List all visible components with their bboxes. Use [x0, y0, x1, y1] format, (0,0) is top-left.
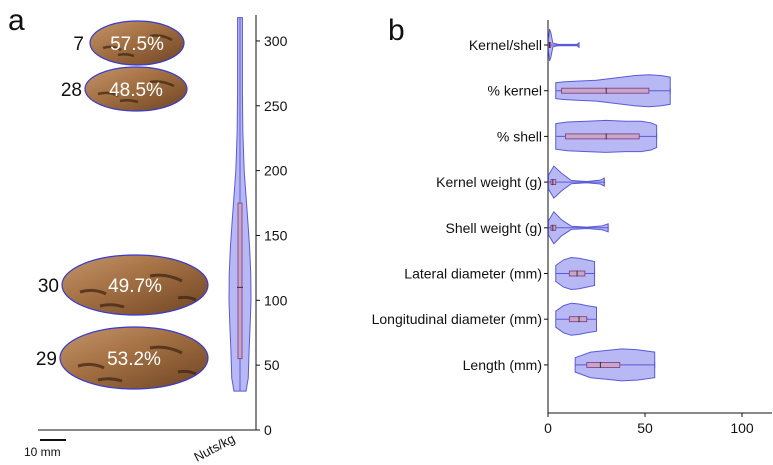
scale-bar-label: 10 mm	[24, 445, 61, 459]
panel-a-label: a	[8, 4, 25, 37]
box-iqr	[238, 203, 242, 359]
nut-id: 29	[36, 349, 57, 370]
y-tick-label: 50	[264, 357, 280, 373]
panel-b-label: b	[388, 14, 405, 47]
nut-images: 7 57.5% 28 48.5% 30 49.7% 29 53.2%	[36, 21, 208, 389]
y-tick-label: 250	[264, 98, 288, 114]
category-label: Kernel weight (g)	[436, 174, 542, 190]
panel-b-chart: 0 50 100 Kernel/shell % kernel % shell Kernel …	[372, 20, 772, 436]
category-label: Kernel/shell	[469, 37, 542, 53]
x-tick-label: 100	[730, 420, 754, 436]
nut-kernel-percent: 57.5%	[110, 34, 164, 55]
y-tick-label: 0	[264, 422, 272, 438]
y-tick-label: 200	[264, 163, 288, 179]
nut-kernel-percent: 48.5%	[109, 80, 163, 101]
box-iqr	[562, 88, 649, 93]
category-label: Length (mm)	[463, 357, 542, 373]
nut-sample: 29 53.2%	[36, 327, 208, 389]
box-iqr	[587, 362, 620, 367]
nut-sample: 28 48.5%	[61, 67, 187, 111]
nut-kernel-percent: 49.7%	[108, 276, 162, 297]
x-tick-label: 0	[544, 420, 552, 436]
y-tick-label: 300	[264, 33, 288, 49]
box-iqr	[565, 134, 639, 139]
nut-sample: 7 57.5%	[73, 21, 184, 65]
nut-id: 30	[38, 276, 59, 297]
category-label: % kernel	[488, 83, 542, 99]
category-label: Lateral diameter (mm)	[404, 266, 542, 282]
scale-bar: 10 mm	[24, 440, 66, 459]
y-tick-label: 100	[264, 292, 288, 308]
nut-id: 28	[61, 80, 82, 101]
nut-sample: 30 49.7%	[38, 255, 208, 315]
y-axis-title: Nuts/kg	[191, 431, 237, 465]
nut-id: 7	[73, 34, 84, 55]
category-label: % shell	[497, 128, 542, 144]
box-iqr	[569, 317, 586, 322]
category-label: Longitudinal diameter (mm)	[372, 311, 542, 327]
x-tick-label: 50	[637, 420, 653, 436]
nut-kernel-percent: 53.2%	[107, 349, 161, 370]
category-label: Shell weight (g)	[446, 220, 543, 236]
y-tick-label: 150	[264, 227, 288, 243]
